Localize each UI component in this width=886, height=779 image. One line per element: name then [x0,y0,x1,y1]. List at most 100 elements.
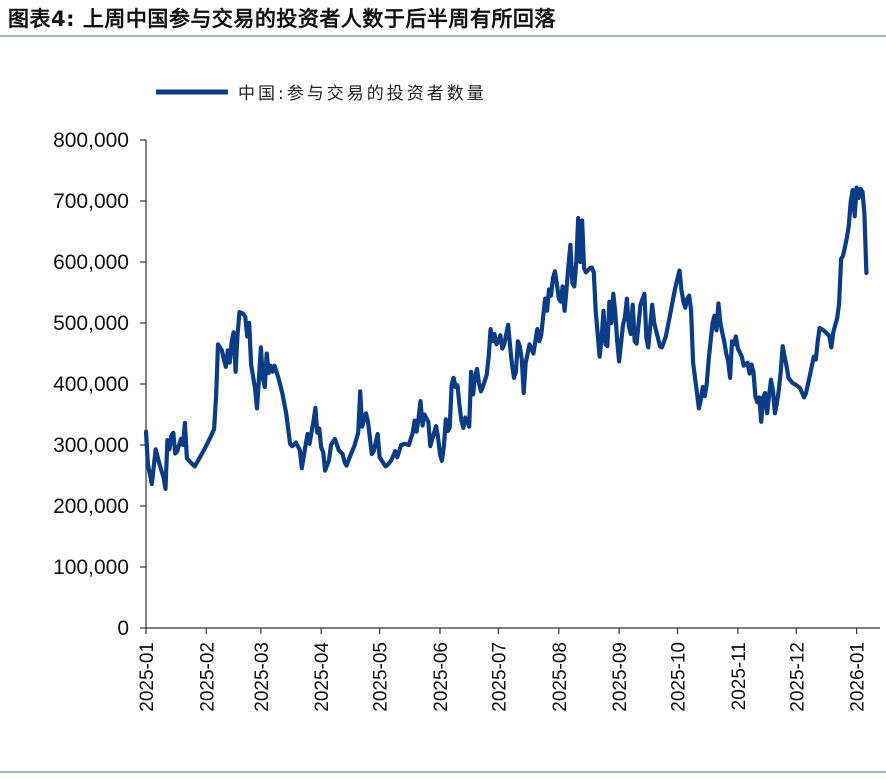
data-point [535,327,539,331]
data-point [236,333,239,337]
data-point [479,389,483,393]
data-point [193,465,197,468]
y-tick-label: 300,000 [53,434,129,457]
data-point [150,482,154,486]
data-point [537,339,541,343]
data-point [454,385,457,389]
data-point [370,452,374,456]
data-point [500,347,504,350]
data-point [255,407,259,410]
data-point [253,386,257,390]
data-point [508,344,512,348]
x-tick-label: 2025-04 [312,642,333,712]
data-point [352,444,356,448]
data-point [779,370,783,374]
data-point [755,400,759,404]
data-point [315,431,319,435]
data-point [261,376,265,380]
data-point [146,463,150,466]
data-point [298,448,302,452]
data-point [580,219,584,222]
x-tick-label: 2025-09 [610,642,631,712]
data-point [853,214,857,218]
data-point [732,342,736,346]
data-point [232,330,236,334]
data-point [300,466,304,470]
data-point [489,327,492,331]
data-point [757,396,761,399]
data-point [645,336,648,340]
data-point [265,352,269,355]
data-point [510,363,514,366]
y-tick-label: 200,000 [53,495,129,518]
data-point [752,370,755,374]
data-point [761,396,765,399]
data-point [238,310,241,314]
data-point [730,339,734,343]
data-point [224,365,228,369]
data-point [154,447,158,451]
data-point [518,344,522,348]
data-point [746,361,749,365]
data-point [469,370,473,374]
data-point [493,332,496,336]
data-point [514,370,518,374]
data-point [574,260,578,264]
data-point [689,309,693,313]
x-tick-label: 2025-07 [489,642,510,712]
data-point [269,364,272,368]
y-tick-label: 400,000 [53,373,129,396]
data-point [148,472,152,476]
data-point [168,447,171,451]
data-point [629,332,633,336]
data-point [551,277,555,280]
data-point [144,430,148,433]
data-point [829,346,833,349]
data-point [475,367,479,371]
data-point [582,266,586,270]
data-point [495,342,498,346]
data-point [403,442,407,446]
data-point [497,339,500,343]
x-tick-label: 2025-03 [252,642,273,712]
data-point [208,436,212,440]
data-point [773,411,777,415]
data-point [333,437,337,441]
data-point [197,458,201,461]
data-point [798,386,802,390]
data-point [166,438,169,442]
data-point [319,446,323,449]
data-point [450,382,454,386]
y-tick-label: 100,000 [53,556,129,579]
data-point [828,335,831,338]
data-point [220,349,224,352]
data-point [571,281,574,285]
y-tick-label: 500,000 [53,312,129,335]
data-point [432,431,436,435]
data-point [775,402,779,405]
data-point [707,358,711,361]
data-point [705,382,709,386]
data-point [672,294,675,298]
data-point [214,394,218,398]
data-point [715,328,718,332]
data-point [576,216,580,220]
data-point [245,335,249,338]
data-point [734,335,738,338]
data-point [485,373,489,377]
data-point [448,426,452,430]
data-point [528,342,531,346]
data-point [604,342,607,346]
data-point [473,375,477,379]
data-point [426,420,430,424]
data-point [572,285,576,288]
data-point [444,418,448,421]
data-point [748,372,751,375]
data-point [228,361,232,365]
y-tick-label: 600,000 [53,251,129,274]
data-point [327,458,331,462]
data-point [341,452,344,456]
data-point [724,352,728,355]
x-tick-label: 2025-08 [550,642,571,712]
